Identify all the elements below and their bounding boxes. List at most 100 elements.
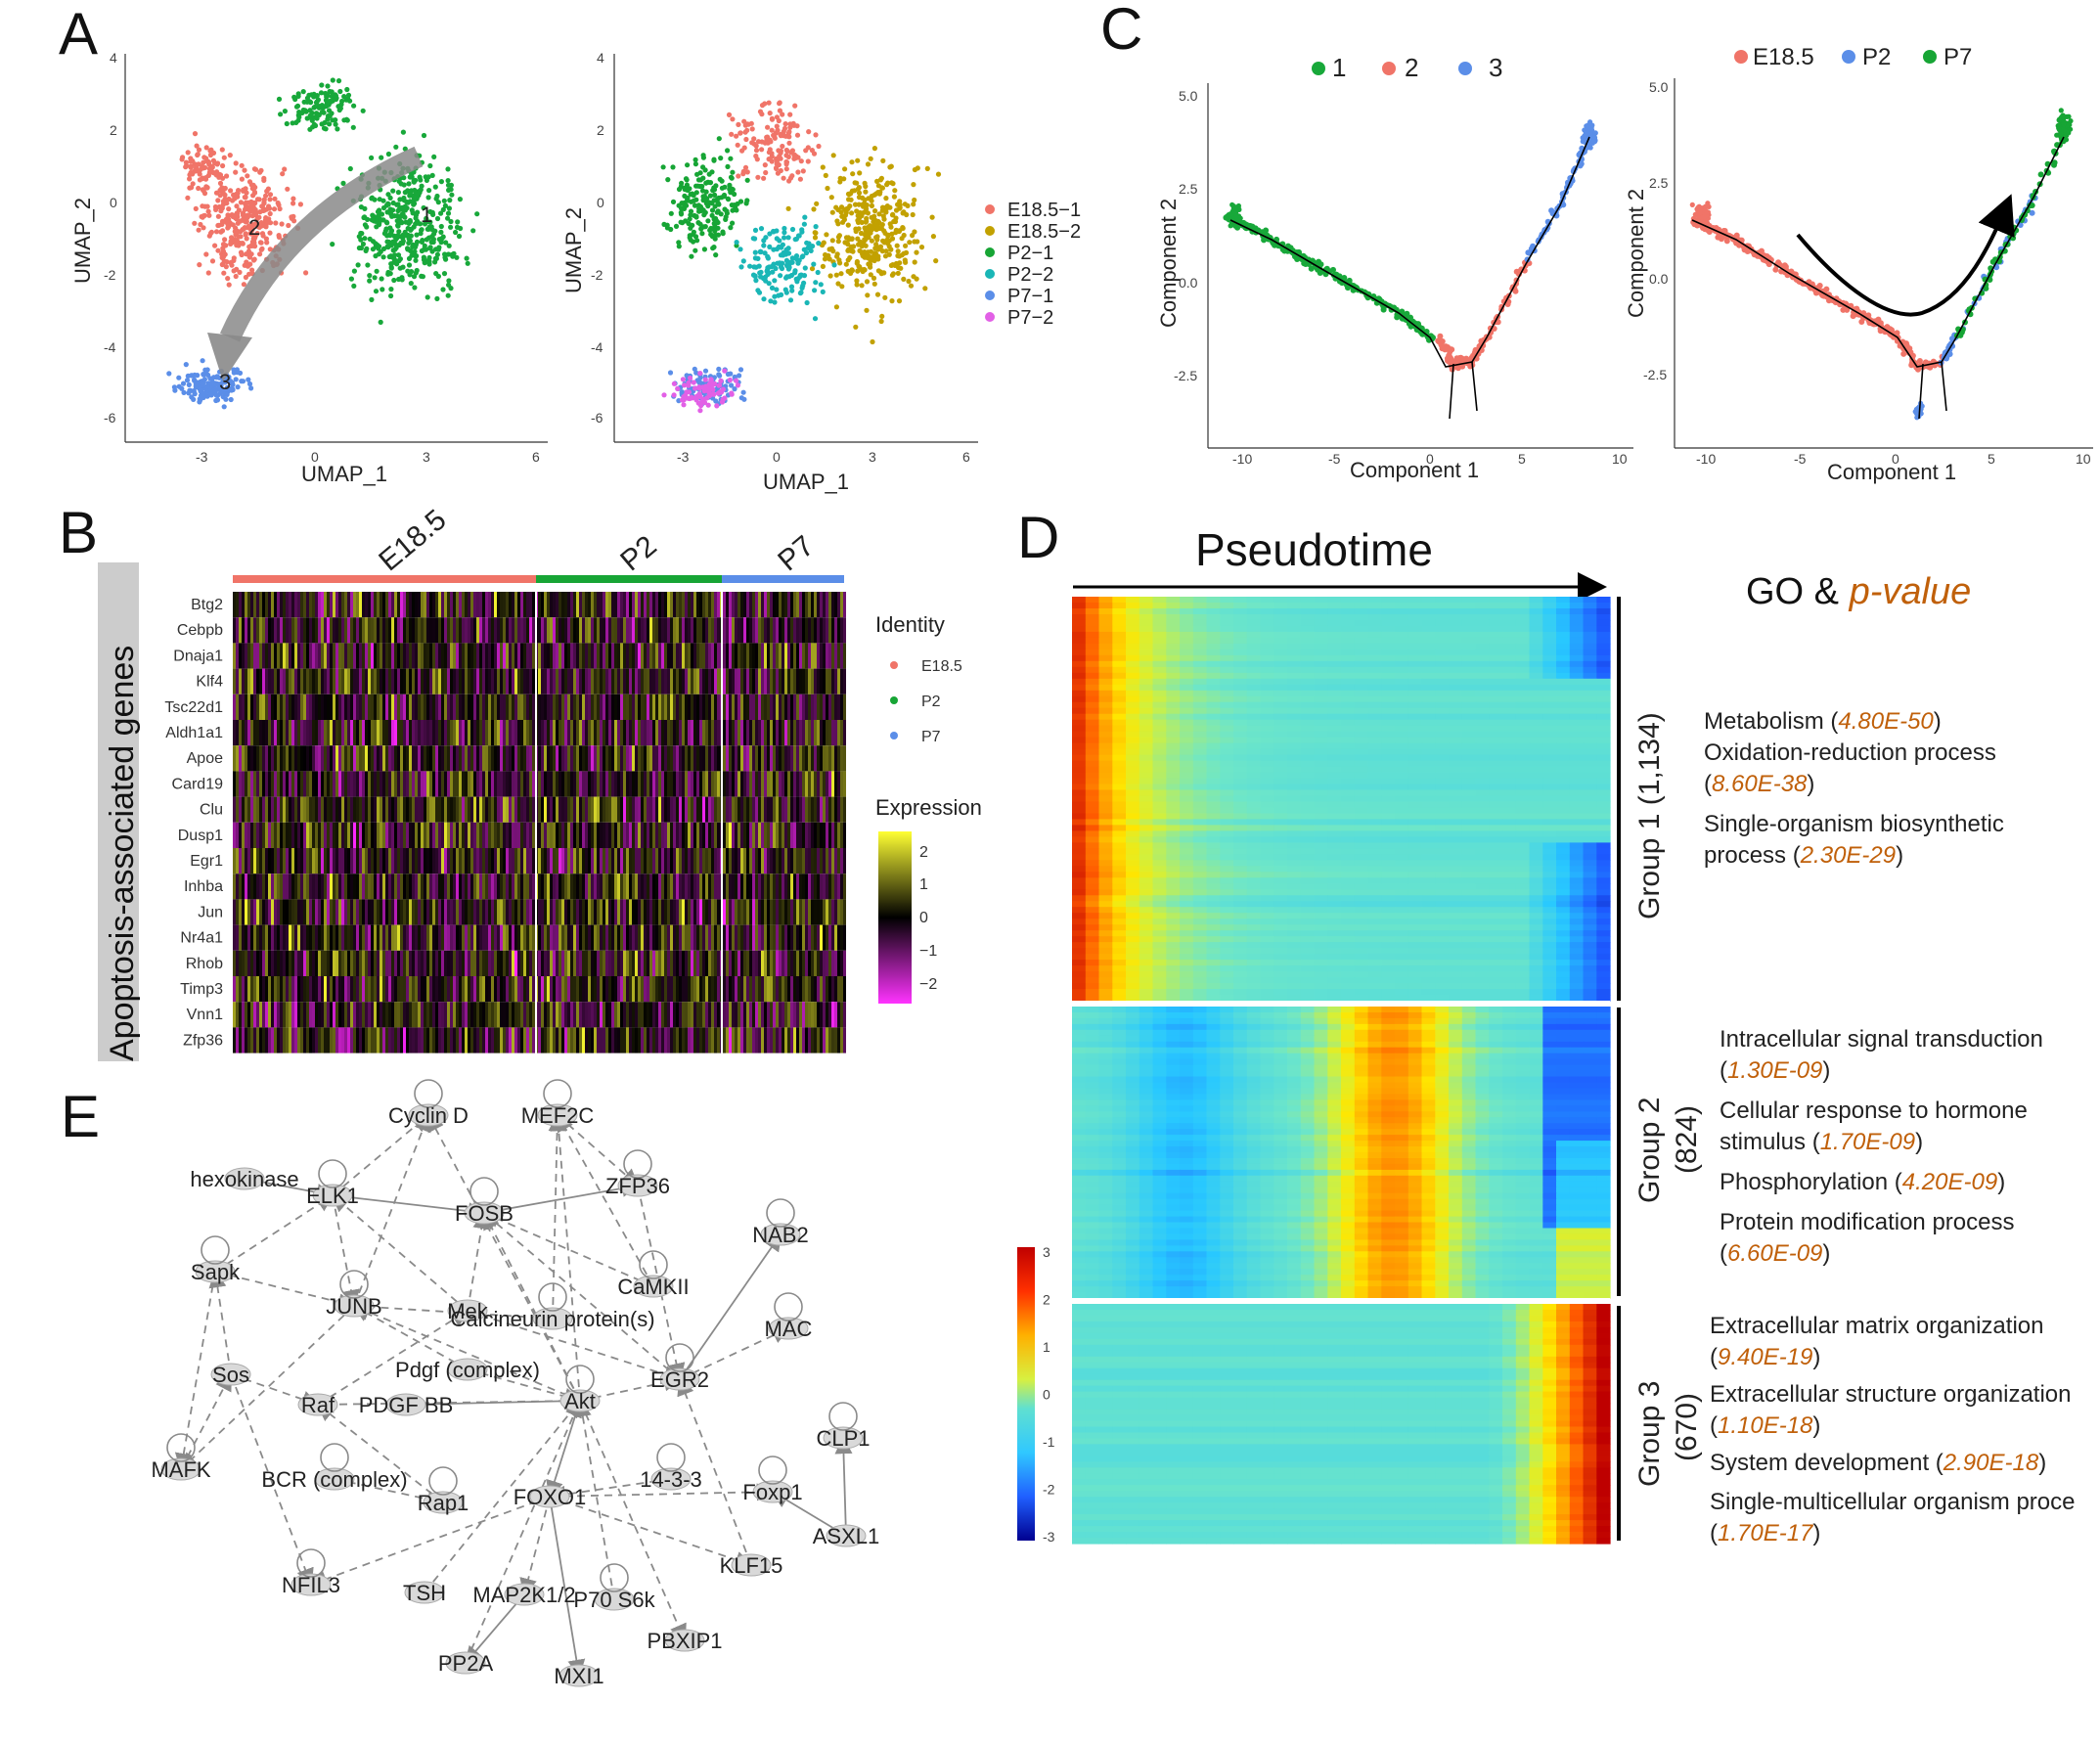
heat-cell bbox=[676, 848, 679, 874]
heat-cell bbox=[732, 874, 735, 900]
heat-cell bbox=[453, 668, 456, 694]
heat-cell bbox=[782, 796, 784, 823]
heat-cell bbox=[600, 668, 603, 694]
a2-xtick: 6 bbox=[962, 449, 970, 465]
umap-point bbox=[792, 270, 798, 276]
heat-cell bbox=[400, 874, 403, 900]
a2-legend: E18.5−1 E18.5−2 P2−1 P2−2 P7−1 P7−2 bbox=[985, 200, 1081, 329]
heat-cell bbox=[509, 796, 512, 823]
heat-cell bbox=[638, 643, 641, 669]
heat-cell bbox=[541, 874, 544, 900]
umap-point bbox=[390, 207, 396, 213]
heat-cell bbox=[782, 874, 784, 900]
heat-cell bbox=[611, 822, 614, 848]
heat-cell bbox=[476, 668, 479, 694]
umap-point bbox=[263, 215, 269, 221]
heat-cell bbox=[294, 592, 297, 618]
umap-point bbox=[406, 181, 412, 187]
heat-cell bbox=[737, 592, 740, 618]
heat-cell bbox=[585, 745, 588, 772]
heat-cell bbox=[561, 771, 564, 797]
umap-point bbox=[703, 201, 710, 206]
heat-cell bbox=[729, 643, 732, 669]
umap-point bbox=[671, 381, 678, 386]
umap-point bbox=[399, 277, 405, 283]
umap-point bbox=[688, 208, 694, 214]
heat-cell bbox=[286, 720, 289, 746]
heat-cell bbox=[711, 874, 714, 900]
heat-cell bbox=[834, 720, 837, 746]
heat-cell bbox=[321, 822, 324, 848]
heat-cell bbox=[318, 643, 321, 669]
heat-cell bbox=[412, 643, 415, 669]
heat-cell bbox=[746, 668, 749, 694]
heat-cell bbox=[388, 796, 391, 823]
umap-point bbox=[321, 110, 327, 115]
umap-point bbox=[901, 232, 907, 239]
heat-cell bbox=[814, 720, 817, 746]
heat-cell bbox=[403, 899, 406, 925]
heat-cell bbox=[488, 643, 491, 669]
umap-point bbox=[736, 121, 741, 127]
heat-cell bbox=[315, 924, 318, 951]
umap-point bbox=[212, 171, 218, 177]
heat-cell bbox=[421, 643, 424, 669]
umap-point bbox=[207, 230, 214, 237]
umap-point bbox=[256, 197, 262, 202]
heat-cell bbox=[432, 643, 435, 669]
heat-cell bbox=[673, 617, 676, 644]
umap-point bbox=[866, 235, 871, 241]
heat-cell bbox=[702, 848, 705, 874]
heat-cell bbox=[403, 617, 406, 644]
heat-cell bbox=[705, 848, 708, 874]
heat-cell bbox=[333, 874, 335, 900]
heat-cell bbox=[377, 796, 380, 823]
umap-point bbox=[785, 205, 791, 211]
umap-point bbox=[833, 272, 839, 278]
umap-point bbox=[183, 362, 189, 368]
heat-cell bbox=[670, 592, 673, 618]
heat-cell bbox=[441, 694, 444, 720]
heat-cell bbox=[520, 796, 523, 823]
heat-cell bbox=[514, 592, 517, 618]
heat-cell bbox=[368, 771, 371, 797]
umap-point bbox=[246, 254, 253, 260]
heat-cell bbox=[409, 745, 412, 772]
heat-cell bbox=[779, 771, 782, 797]
heat-cell bbox=[831, 694, 834, 720]
heat-cell bbox=[382, 592, 385, 618]
heat-cell bbox=[500, 874, 503, 900]
heat-cell bbox=[245, 796, 247, 823]
umap-point bbox=[700, 175, 706, 181]
heat-cell bbox=[837, 643, 840, 669]
heat-cell bbox=[579, 796, 582, 823]
heat-cell bbox=[356, 643, 359, 669]
heat-cell bbox=[717, 694, 720, 720]
heat-cell bbox=[799, 796, 802, 823]
heat-cell bbox=[324, 874, 327, 900]
heat-cell bbox=[470, 848, 473, 874]
heat-cell bbox=[312, 924, 315, 951]
heat-cell bbox=[790, 720, 793, 746]
umap-point bbox=[356, 245, 362, 251]
heat-cell bbox=[503, 617, 506, 644]
heat-cell bbox=[380, 668, 382, 694]
heat-cell bbox=[717, 874, 720, 900]
umap-point bbox=[899, 252, 905, 258]
umap-point bbox=[797, 176, 804, 182]
umap-point bbox=[377, 197, 382, 202]
heat-cell bbox=[482, 694, 485, 720]
heat-cell bbox=[382, 694, 385, 720]
umap-point bbox=[406, 240, 412, 246]
umap-point bbox=[285, 186, 290, 192]
heat-cell bbox=[368, 668, 371, 694]
heat-cell bbox=[655, 668, 658, 694]
heat-cell bbox=[843, 694, 846, 720]
heat-cell bbox=[652, 643, 655, 669]
heat-cell bbox=[506, 796, 509, 823]
heat-cell bbox=[233, 745, 236, 772]
heat-cell bbox=[626, 848, 629, 874]
heat-cell bbox=[749, 899, 752, 925]
heat-cell bbox=[286, 899, 289, 925]
heat-cell bbox=[470, 899, 473, 925]
